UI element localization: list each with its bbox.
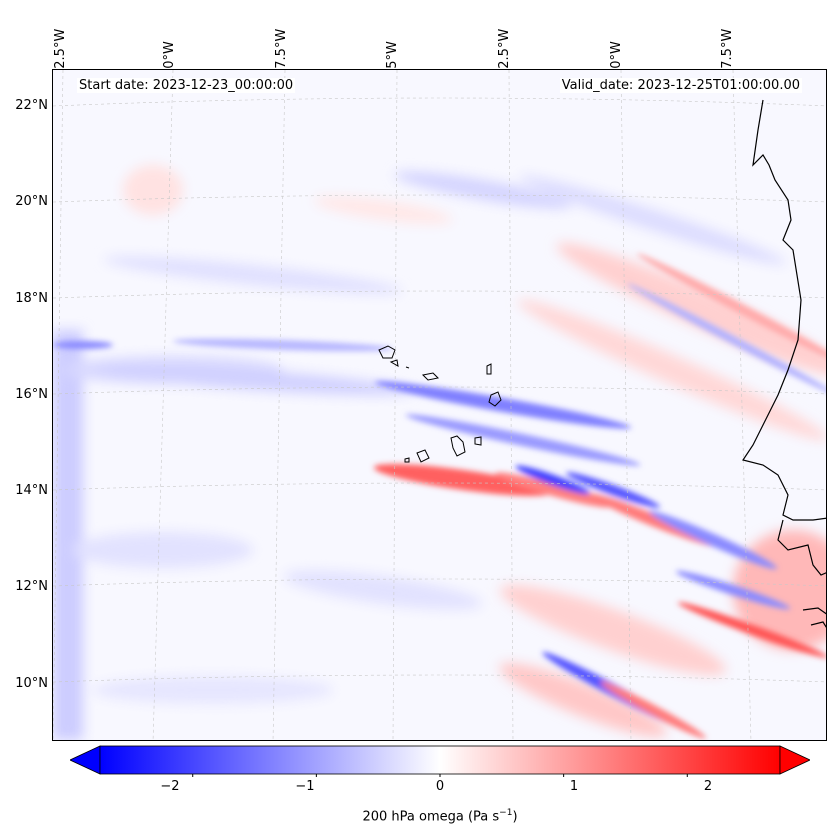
colorbar-ticks (192, 774, 688, 777)
island (405, 366, 410, 369)
start-date-label: Start date: 2023-12-23_00:00:00 (77, 78, 296, 93)
omega-field-map (53, 70, 826, 740)
lat-label: 20°N (15, 194, 48, 209)
lat-label: 10°N (15, 676, 48, 691)
island (416, 449, 430, 463)
colorbar-label-text: 200 hPa omega (Pa s (362, 809, 500, 825)
island (404, 457, 410, 463)
colorbar-gradient (99, 745, 781, 775)
island (450, 435, 466, 457)
island (378, 345, 396, 359)
lat-label: 14°N (15, 483, 48, 498)
valid-date-label: Valid_date: 2023-12-25T01:00:00.00 (559, 78, 802, 93)
colorbar (70, 745, 810, 777)
coastline (742, 99, 826, 628)
colorbar-label-suffix: ) (512, 809, 518, 825)
colorbar-label: 200 hPa omega (Pa s−1) (0, 808, 837, 824)
map-panel[interactable]: Start date: 2023-12-23_00:00:00 Valid_da… (52, 69, 827, 741)
island (421, 372, 440, 381)
colorbar-tick-label: 0 (435, 779, 445, 794)
island (488, 391, 502, 407)
negative-omega-patches (53, 171, 787, 740)
island (486, 363, 492, 375)
lat-label: 16°N (15, 387, 48, 402)
island (474, 436, 482, 446)
colorbar-tick-label: −2 (160, 779, 180, 794)
island (389, 359, 399, 367)
colorbar-tick-label: 2 (703, 779, 713, 794)
gridlines (53, 70, 826, 740)
colorbar-max-arrow (779, 745, 810, 775)
lat-label: 18°N (15, 291, 48, 306)
lat-label: 12°N (15, 579, 48, 594)
omega-bands (53, 253, 826, 739)
colorbar-label-exponent: −1 (499, 808, 513, 818)
islands (378, 345, 502, 463)
lat-label: 22°N (15, 98, 48, 113)
colorbar-min-arrow (70, 745, 101, 775)
colorbar-tick-label: −1 (295, 779, 315, 794)
colorbar-tick-label: 1 (569, 779, 579, 794)
